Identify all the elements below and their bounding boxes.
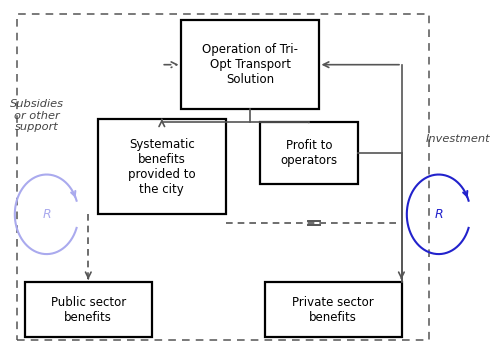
Text: Profit to
operators: Profit to operators xyxy=(280,139,338,167)
Bar xyxy=(182,20,318,109)
Text: Systematic
benefits
provided to
the city: Systematic benefits provided to the city xyxy=(128,138,196,196)
Text: R: R xyxy=(42,208,51,221)
Bar xyxy=(260,122,358,184)
Bar xyxy=(98,119,226,214)
Text: Investment: Investment xyxy=(426,135,490,144)
Text: Subsidies
or other
support: Subsidies or other support xyxy=(10,99,64,132)
Text: R: R xyxy=(434,208,443,221)
Bar xyxy=(24,282,152,337)
Text: Public sector
benefits: Public sector benefits xyxy=(50,296,126,323)
Text: Private sector
benefits: Private sector benefits xyxy=(292,296,374,323)
Bar xyxy=(264,282,402,337)
Bar xyxy=(17,14,429,340)
Text: Operation of Tri-
Opt Transport
Solution: Operation of Tri- Opt Transport Solution xyxy=(202,43,298,86)
